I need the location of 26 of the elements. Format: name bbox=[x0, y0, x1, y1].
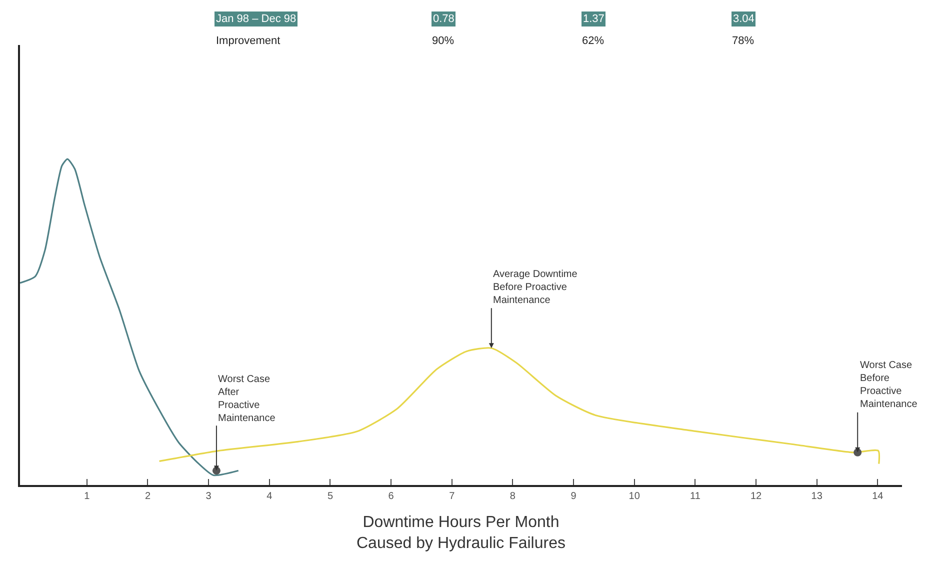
text: 62% bbox=[582, 35, 604, 47]
text: 90% bbox=[432, 35, 454, 47]
x-tick-label: 3 bbox=[206, 491, 212, 502]
x-tick-label: 10 bbox=[628, 491, 640, 502]
x-axis-title: Downtime Hours Per Month Caused by Hydraulic Failures bbox=[356, 514, 566, 552]
x-tick-label: 12 bbox=[750, 491, 762, 502]
x-tick-label: 6 bbox=[388, 491, 394, 502]
x-tick-label: 2 bbox=[144, 491, 151, 502]
x-tick-label: 13 bbox=[811, 491, 823, 502]
text: Improvement bbox=[216, 35, 280, 47]
annotation: Worst Case Before Proactive Maintenance bbox=[860, 360, 918, 410]
text: 1.37 bbox=[583, 13, 604, 25]
x-tick-label: 1 bbox=[84, 491, 90, 502]
x-tick-label: 7 bbox=[449, 491, 456, 502]
text: 78% bbox=[732, 35, 754, 47]
text: 3.04 bbox=[733, 13, 754, 25]
x-tick-label: 11 bbox=[690, 491, 701, 502]
annotation: Worst Case After Proactive Maintenance bbox=[218, 374, 276, 424]
x-tick-label: 4 bbox=[266, 491, 273, 502]
x-tick-label: 9 bbox=[570, 491, 577, 502]
text: 0.78 bbox=[433, 13, 454, 25]
x-tick-label: 14 bbox=[872, 491, 884, 502]
x-tick-label: 8 bbox=[510, 491, 516, 502]
x-tick-label: 5 bbox=[327, 491, 334, 502]
annotation: Average Downtime Before Proactive Maintenance bbox=[493, 269, 578, 306]
text: Jan 98 – Dec 98 bbox=[216, 13, 296, 25]
